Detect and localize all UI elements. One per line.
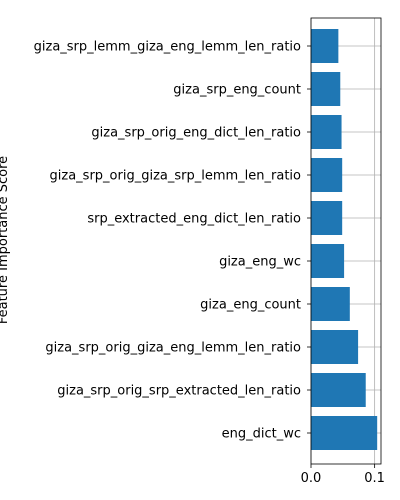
bar xyxy=(311,287,350,321)
bar xyxy=(311,158,343,192)
category-label: srp_extracted_eng_dict_len_ratio xyxy=(87,212,301,227)
bar xyxy=(311,115,342,149)
category-labels: giza_srp_lemm_giza_eng_lemm_len_ratiogiz… xyxy=(34,40,311,442)
x-tick-label: 0.1 xyxy=(364,471,385,486)
y-axis-title: Feature Importance Score xyxy=(0,156,11,324)
category-label: giza_srp_orig_giza_srp_lemm_len_ratio xyxy=(50,169,302,184)
category-label: giza_srp_lemm_giza_eng_lemm_len_ratio xyxy=(34,40,301,55)
bar xyxy=(311,373,366,407)
bar xyxy=(311,201,343,235)
category-label: giza_srp_orig_eng_dict_len_ratio xyxy=(91,126,301,141)
bars xyxy=(311,29,378,450)
category-label: giza_srp_orig_giza_eng_lemm_len_ratio xyxy=(45,341,301,356)
category-label: eng_dict_wc xyxy=(222,427,301,442)
bar xyxy=(311,244,345,278)
category-label: giza_eng_wc xyxy=(219,255,301,270)
category-label: giza_srp_eng_count xyxy=(173,83,301,98)
axes-frame xyxy=(310,17,382,465)
bar xyxy=(311,72,341,106)
category-label: giza_eng_count xyxy=(200,298,301,313)
x-tick-label: 0.0 xyxy=(301,471,322,486)
plot-frame xyxy=(310,17,382,465)
category-label: giza_srp_orig_srp_extracted_len_ratio xyxy=(57,384,301,399)
x-axis-ticks: 0.0 0.1 xyxy=(301,464,385,486)
bar xyxy=(311,330,359,364)
bar xyxy=(311,29,339,63)
bar xyxy=(311,416,378,450)
